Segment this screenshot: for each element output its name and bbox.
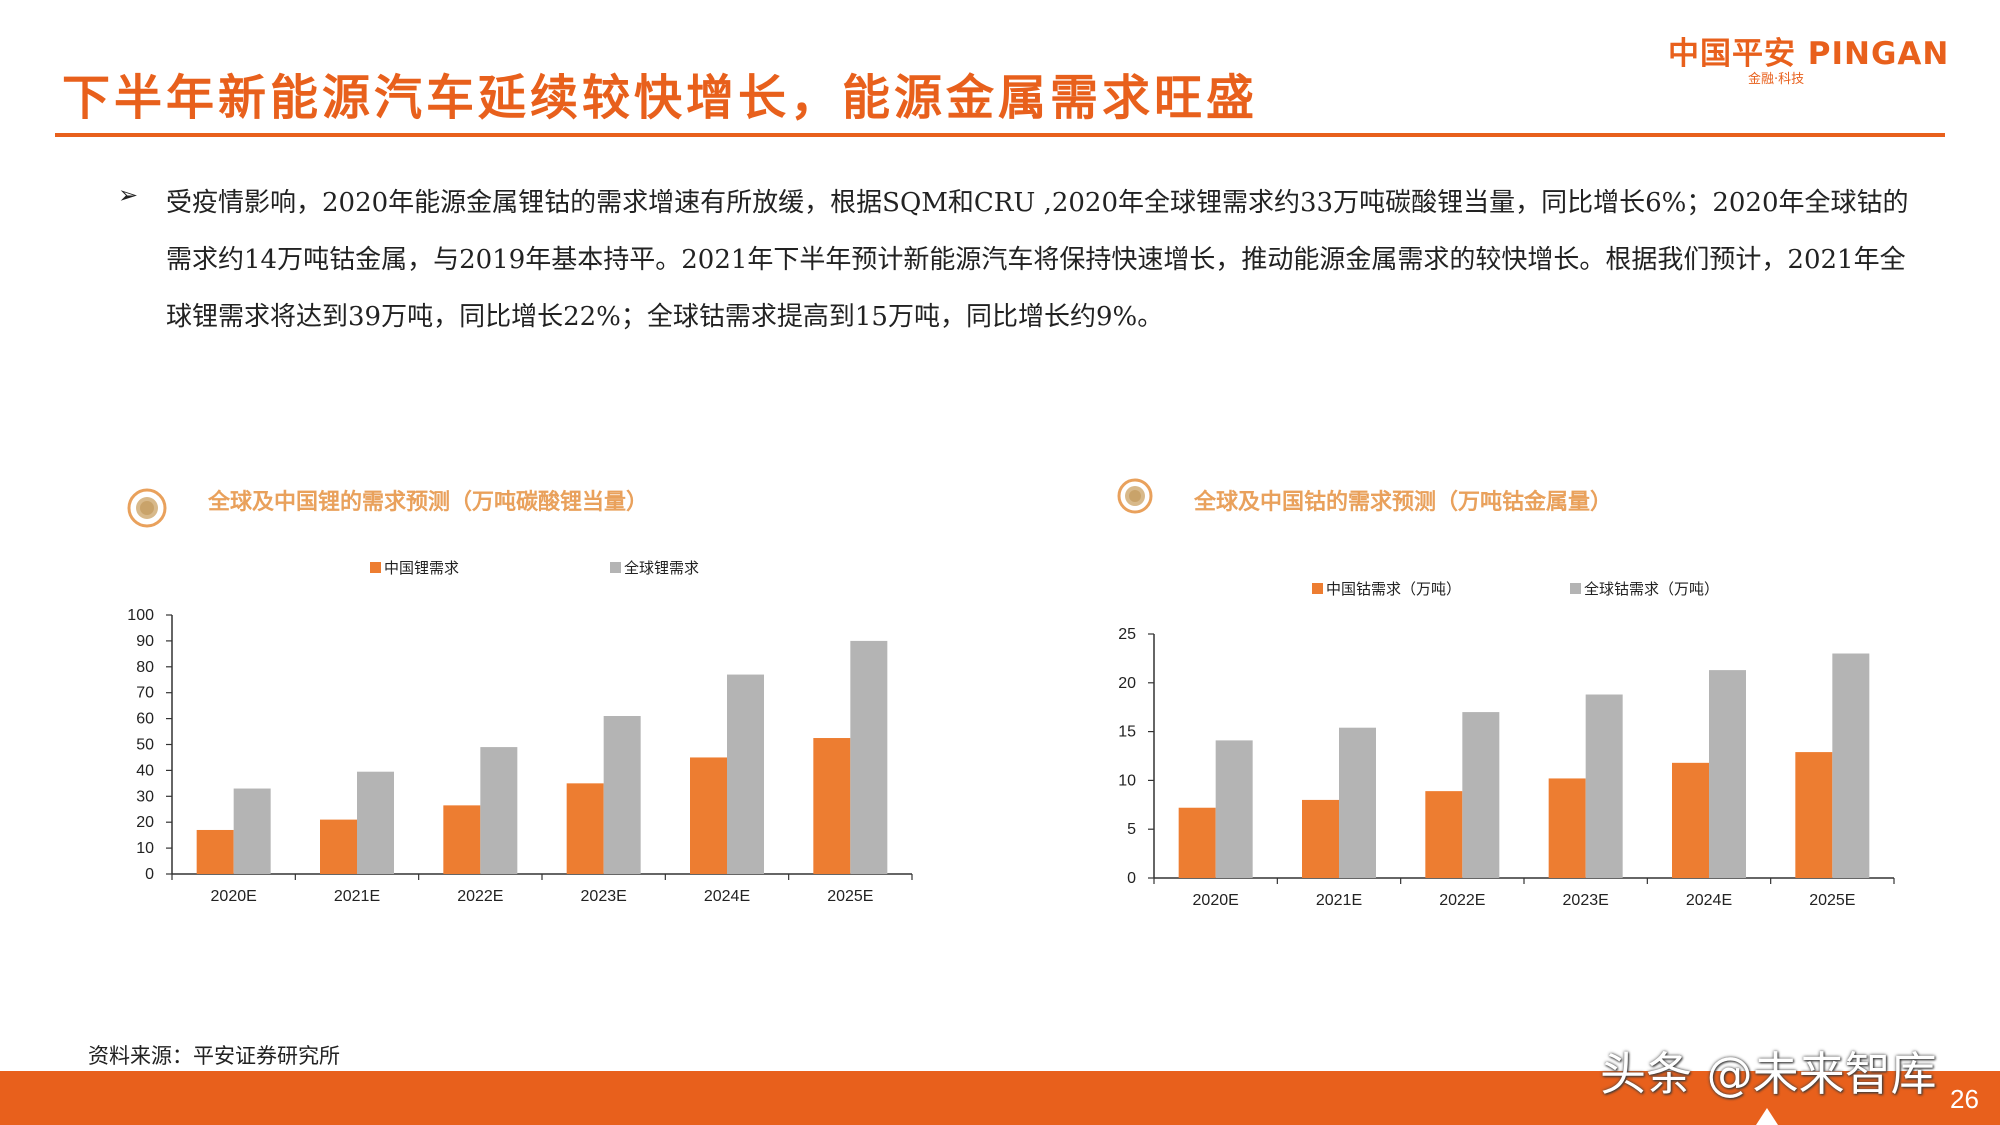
bar-global [1832, 653, 1870, 878]
x-tick-label: 2021E [1316, 892, 1362, 909]
page-number: 26 [1950, 1084, 1979, 1114]
bar-global [850, 640, 888, 874]
target-icon [127, 488, 167, 528]
bar-global [1709, 670, 1746, 878]
x-tick-label: 2024E [1686, 892, 1732, 909]
bullet-arrow-icon: ➢ [118, 181, 139, 209]
bar-global [1215, 740, 1253, 878]
bar-china [813, 738, 851, 874]
y-tick-label: 10 [136, 840, 154, 857]
x-tick-label: 2021E [334, 888, 380, 905]
x-tick-label: 2023E [1563, 892, 1609, 909]
legend-label: 中国锂需求 [384, 559, 459, 577]
y-tick-label: 40 [136, 762, 154, 779]
logo-tagline: 金融·科技 [1748, 72, 1805, 87]
y-tick-label: 5 [1127, 821, 1136, 838]
source-note: 资料来源：平安证券研究所 [88, 1044, 340, 1068]
bar-china [1302, 799, 1339, 878]
bar-china [1795, 752, 1833, 878]
y-tick-label: 90 [136, 633, 154, 650]
bar-global [1585, 694, 1623, 878]
bar-china [1425, 791, 1463, 878]
watermark: 头条 @未来智库 [1600, 1047, 1937, 1101]
bar-global [603, 716, 641, 874]
lithium-chart-title: 全球及中国锂的需求预测（万吨碳酸锂当量） [208, 489, 649, 515]
bar-china [196, 829, 234, 874]
x-tick-label: 2023E [581, 888, 627, 905]
x-tick-label: 2020E [1193, 892, 1239, 909]
legend-label: 全球锂需求 [624, 559, 699, 577]
x-tick-label: 2022E [1439, 892, 1485, 909]
y-tick-label: 50 [136, 737, 154, 754]
legend-swatch [1312, 583, 1323, 594]
legend-label: 中国钴需求（万吨） [1326, 580, 1461, 598]
summary-text: 受疫情影响，2020年能源金属锂钴的需求增速有所放缓，根据SQM和CRU ,20… [166, 188, 1909, 332]
bar-global [1339, 727, 1376, 878]
y-tick-label: 0 [145, 866, 154, 883]
bar-china [1178, 807, 1216, 878]
y-tick-label: 100 [127, 607, 154, 624]
y-tick-label: 25 [1118, 626, 1136, 643]
page-title: 下半年新能源汽车延续较快增长，能源金属需求旺盛 [62, 70, 1259, 126]
y-tick-label: 30 [136, 788, 154, 805]
bar-china [690, 757, 727, 874]
y-tick-label: 20 [136, 814, 154, 831]
y-tick-label: 20 [1118, 675, 1136, 692]
x-tick-label: 2025E [827, 888, 873, 905]
footer-triangle [1756, 1108, 1778, 1125]
y-tick-label: 80 [136, 659, 154, 676]
x-tick-label: 2020E [211, 888, 257, 905]
pingan-logo: 中国平安 PINGAN 金融·科技 [1668, 28, 1978, 88]
x-tick-label: 2025E [1809, 892, 1855, 909]
footer-bar [0, 1071, 2000, 1125]
y-tick-label: 60 [136, 711, 154, 728]
legend-swatch [370, 562, 381, 573]
legend-swatch [1570, 583, 1581, 594]
y-tick-label: 15 [1118, 724, 1136, 741]
bar-china [320, 819, 357, 874]
bar-china [1548, 778, 1586, 878]
y-tick-label: 70 [136, 685, 154, 702]
x-tick-label: 2022E [457, 888, 503, 905]
title-divider [55, 133, 1945, 137]
legend-label: 全球钴需求（万吨） [1584, 580, 1719, 598]
bar-global [1462, 712, 1500, 878]
bar-global [727, 674, 764, 874]
y-tick-label: 0 [1127, 870, 1136, 887]
logo-wordmark: 中国平安 PINGAN [1668, 36, 1950, 72]
y-tick-label: 10 [1118, 772, 1136, 789]
bar-china [1672, 762, 1709, 878]
target-icon [1117, 478, 1153, 514]
bar-global [480, 747, 518, 874]
bar-china [566, 783, 604, 874]
bar-global [357, 771, 394, 874]
x-tick-label: 2024E [704, 888, 750, 905]
bar-global [233, 788, 271, 874]
bar-china [443, 805, 481, 874]
legend-swatch [610, 562, 621, 573]
cobalt-chart-title: 全球及中国钴的需求预测（万吨钴金属量） [1194, 489, 1613, 515]
